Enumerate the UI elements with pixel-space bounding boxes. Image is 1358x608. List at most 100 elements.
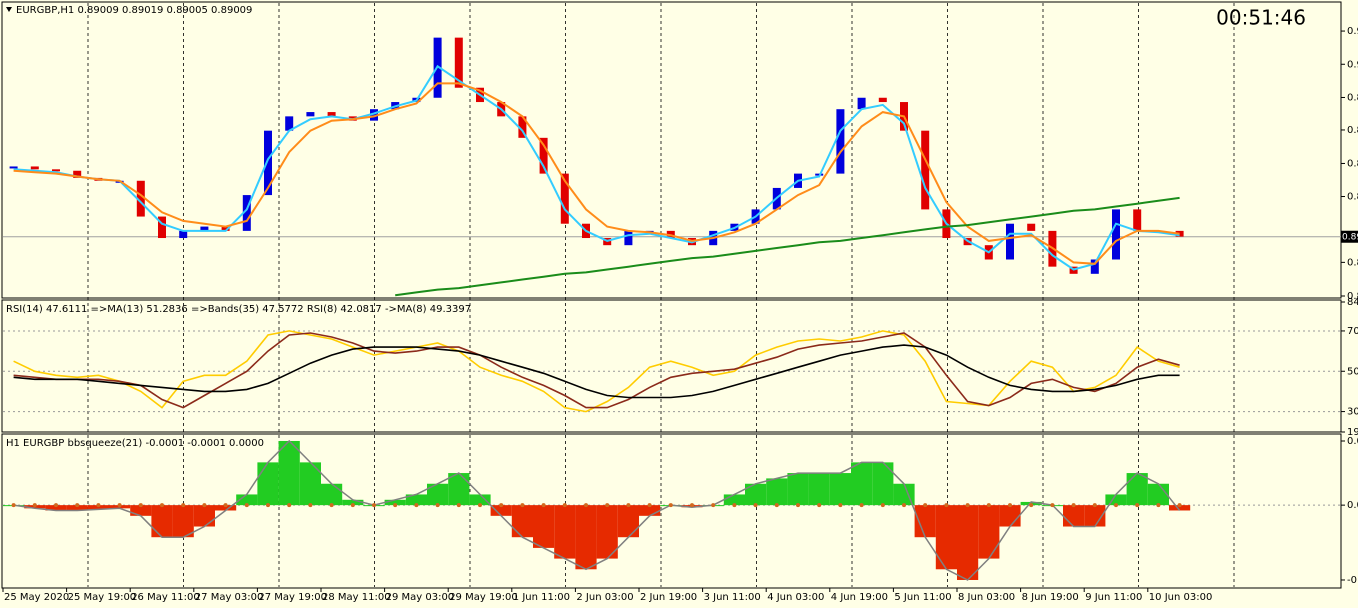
x-tick-label: 4 Jun 19:00 bbox=[831, 592, 888, 603]
price-bar bbox=[560, 173, 569, 224]
price-bar bbox=[52, 169, 60, 172]
y-tick-label: 19.8728 bbox=[1347, 427, 1358, 438]
price-bar bbox=[539, 137, 548, 174]
histogram-bar bbox=[596, 505, 618, 559]
current-price-box bbox=[1341, 230, 1358, 243]
y-tick-label: 0.89982 bbox=[1347, 92, 1358, 103]
price-bar bbox=[857, 97, 866, 110]
price-bar bbox=[1175, 230, 1184, 237]
squeeze-dot bbox=[181, 503, 186, 508]
histogram-bar bbox=[257, 462, 279, 506]
squeeze-dot bbox=[1092, 503, 1097, 508]
histogram-outline bbox=[13, 439, 1181, 581]
histogram-bar bbox=[342, 499, 364, 506]
histogram-bar bbox=[193, 505, 215, 527]
x-tick-label: 4 Jun 03:00 bbox=[767, 592, 824, 603]
histogram-bar bbox=[321, 483, 343, 506]
squeeze-dot bbox=[372, 503, 376, 508]
histogram-bar bbox=[66, 505, 88, 511]
squeeze-dot bbox=[202, 503, 207, 508]
x-tick-label: 10 Jun 03:00 bbox=[1149, 592, 1213, 603]
price-bar bbox=[624, 230, 633, 246]
x-tick-label: 9 Jun 11:00 bbox=[1085, 592, 1142, 603]
squeeze-dot bbox=[753, 503, 758, 508]
squeeze-dot bbox=[266, 503, 270, 508]
y-tick-label: 0.88595 bbox=[1347, 291, 1358, 302]
price-bar bbox=[30, 166, 39, 170]
histogram-bar bbox=[278, 440, 300, 506]
y-tick-label: -0.0007 bbox=[1347, 575, 1358, 586]
x-tick-label: 2 Jun 19:00 bbox=[640, 592, 697, 603]
histogram-bar bbox=[469, 494, 491, 506]
squeeze-dot bbox=[117, 503, 122, 508]
histogram-bar bbox=[1105, 494, 1127, 506]
histogram-bar bbox=[1169, 505, 1191, 511]
squeeze-title: H1 EURGBP bbsqueeze(21) -0.0001 -0.0001 … bbox=[6, 438, 264, 449]
price-bar bbox=[1006, 223, 1014, 260]
price-bar bbox=[264, 130, 272, 196]
squeeze-dot bbox=[435, 503, 440, 508]
histogram-bar bbox=[448, 473, 470, 506]
histogram-bar bbox=[851, 462, 873, 506]
histogram-bar bbox=[639, 505, 661, 516]
histogram-bar bbox=[1147, 483, 1169, 506]
menu-arrow[interactable] bbox=[6, 7, 12, 12]
x-tick-label: 8 Jun 03:00 bbox=[958, 592, 1015, 603]
squeeze-dot bbox=[838, 503, 843, 508]
squeeze-dot bbox=[1029, 503, 1034, 508]
squeeze-dot bbox=[541, 503, 546, 508]
squeeze-dot bbox=[96, 503, 101, 508]
squeeze-dot bbox=[308, 503, 313, 508]
squeeze-dot bbox=[287, 503, 292, 508]
squeeze-dot bbox=[1050, 503, 1055, 508]
price-bar bbox=[306, 112, 315, 117]
squeeze-dot bbox=[965, 503, 970, 508]
squeeze-dot bbox=[11, 503, 16, 508]
histogram-bar bbox=[787, 473, 809, 506]
squeeze-dot bbox=[32, 503, 37, 508]
squeeze-dot bbox=[1156, 503, 1161, 508]
histogram-bar bbox=[215, 505, 237, 511]
price-bar bbox=[221, 226, 230, 231]
squeeze-dot bbox=[584, 503, 588, 508]
histogram-bar bbox=[745, 483, 767, 506]
histogram-bar bbox=[978, 505, 1000, 559]
y-tick-label: 0.89521 bbox=[1347, 158, 1358, 169]
squeeze-dot bbox=[138, 503, 143, 508]
price-bar bbox=[1133, 209, 1142, 231]
histogram-bar bbox=[533, 505, 555, 548]
squeeze-dot bbox=[54, 503, 58, 508]
histogram-bar bbox=[723, 494, 745, 506]
squeeze-dot bbox=[986, 503, 991, 508]
histogram-bar bbox=[299, 462, 321, 506]
squeeze-dot bbox=[393, 503, 398, 508]
squeeze-dot bbox=[160, 503, 164, 508]
histogram-bar bbox=[45, 505, 67, 511]
squeeze-dot bbox=[605, 503, 610, 508]
squeeze-dot bbox=[647, 503, 652, 508]
squeeze-dot bbox=[1135, 503, 1140, 508]
histogram-bar bbox=[617, 505, 639, 538]
squeeze-dot bbox=[668, 503, 673, 508]
rsi-title: RSI(14) 47.6111 =>MA(13) 51.2836 =>Bands… bbox=[6, 304, 471, 315]
x-tick-label: 8 Jun 19:00 bbox=[1022, 592, 1079, 603]
price-bar bbox=[136, 180, 145, 217]
price-bar bbox=[200, 226, 209, 231]
histogram-bar bbox=[1126, 473, 1148, 506]
line-series bbox=[13, 64, 1180, 271]
histogram-bar bbox=[172, 505, 194, 538]
histogram-bar bbox=[914, 505, 936, 538]
timer: 00:51:46 bbox=[1216, 6, 1306, 30]
y-tick-label: 0.00 bbox=[1347, 500, 1358, 511]
y-tick-label: 0.90214 bbox=[1347, 59, 1358, 70]
squeeze-dot bbox=[711, 503, 716, 508]
x-tick-label: 27 May 03:00 bbox=[195, 592, 264, 603]
histogram-bar bbox=[130, 505, 152, 516]
y-tick-label: 0.0006 bbox=[1347, 436, 1358, 447]
x-tick-label: 5 Jun 11:00 bbox=[894, 592, 951, 603]
rsi-panel bbox=[1, 299, 1342, 433]
squeeze-dot bbox=[902, 503, 906, 508]
price-bar bbox=[158, 216, 166, 239]
squeeze-dot bbox=[944, 503, 949, 508]
